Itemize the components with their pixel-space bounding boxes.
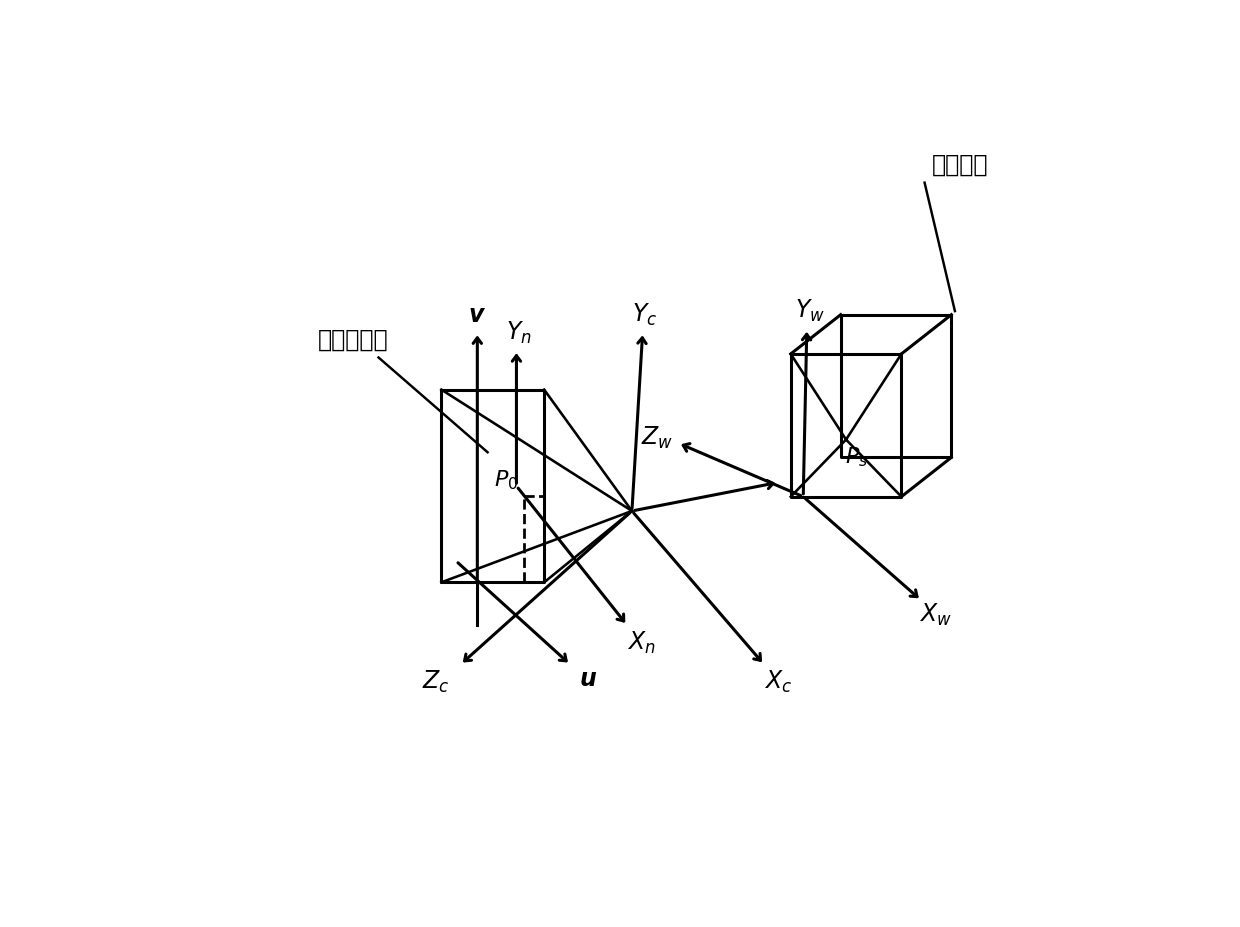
Text: $Z_c$: $Z_c$	[422, 669, 449, 695]
Text: $X_c$: $X_c$	[764, 669, 792, 695]
Text: $P_0$: $P_0$	[494, 468, 518, 491]
Text: 被测建筑: 被测建筑	[931, 153, 988, 177]
Text: $\boldsymbol{v}$: $\boldsymbol{v}$	[469, 303, 486, 326]
Text: $Z_w$: $Z_w$	[641, 425, 673, 451]
Text: $P_s$: $P_s$	[846, 446, 868, 469]
Text: $\boldsymbol{u}$: $\boldsymbol{u}$	[579, 667, 596, 691]
Text: $X_n$: $X_n$	[627, 630, 656, 656]
Text: 红外热像图: 红外热像图	[317, 327, 388, 351]
Text: $X_w$: $X_w$	[919, 602, 951, 628]
Text: $Y_c$: $Y_c$	[632, 301, 657, 328]
Text: $Y_w$: $Y_w$	[795, 298, 826, 324]
Text: $Y_n$: $Y_n$	[506, 320, 532, 346]
